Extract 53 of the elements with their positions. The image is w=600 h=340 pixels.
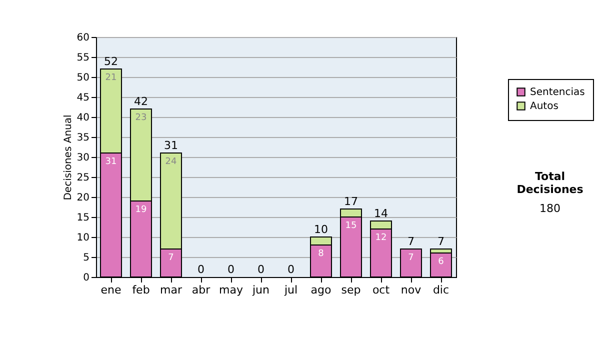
total-label: 31 xyxy=(164,139,178,152)
y-tick-label: 10 xyxy=(76,232,90,244)
data-label: 7 xyxy=(168,253,174,263)
y-tick-label: 60 xyxy=(76,32,90,44)
y-tick-label: 15 xyxy=(76,212,90,224)
total-label: 14 xyxy=(374,207,388,220)
x-tick-label: dic xyxy=(432,284,450,296)
total-label: 42 xyxy=(134,95,148,108)
y-tick-label: 45 xyxy=(76,92,90,104)
y-tick-label: 50 xyxy=(76,72,90,84)
x-tick-label: nov xyxy=(400,284,422,296)
data-label: 8 xyxy=(318,249,324,259)
y-tick-label: 30 xyxy=(76,152,90,164)
x-tick-label: jul xyxy=(283,284,298,296)
legend-label: Sentencias xyxy=(530,87,585,98)
text: Total Decisiones xyxy=(516,170,584,196)
data-label: 21 xyxy=(105,73,117,83)
y-tick-label: 35 xyxy=(76,132,90,144)
x-tick-label: may xyxy=(219,284,244,296)
data-label: 7 xyxy=(408,253,414,263)
legend-label: Autos xyxy=(530,101,558,112)
x-tick-label: mar xyxy=(160,284,182,296)
x-tick-label: sep xyxy=(341,284,361,296)
y-tick-label: 40 xyxy=(76,112,90,124)
x-tick-label: ene xyxy=(100,284,122,296)
y-tick-label: 25 xyxy=(76,172,90,184)
data-label: 6 xyxy=(438,257,444,267)
x-tick-label: ago xyxy=(310,284,332,296)
x-tick-label: abr xyxy=(192,284,211,296)
y-tick-label: 20 xyxy=(76,192,90,204)
data-label: 23 xyxy=(135,113,147,123)
total-label: 0 xyxy=(228,263,234,276)
y-tick-label: 55 xyxy=(76,52,90,64)
total-label: 0 xyxy=(288,263,294,276)
y-axis-title: Decisiones Anual xyxy=(62,114,74,200)
x-tick-label: oct xyxy=(372,284,390,296)
y-tick-label: 5 xyxy=(83,252,90,264)
text: 180 xyxy=(538,202,562,215)
x-tick-label: feb xyxy=(132,284,150,296)
data-label: 12 xyxy=(375,233,387,243)
data-label: 31 xyxy=(105,157,117,167)
total-label: 17 xyxy=(344,195,358,208)
data-label: 15 xyxy=(345,221,357,231)
total-label: 7 xyxy=(438,235,444,248)
data-label: 19 xyxy=(135,205,147,215)
total-label: 0 xyxy=(258,263,264,276)
x-tick-label: jun xyxy=(252,284,270,296)
y-tick-label: 0 xyxy=(83,272,90,284)
total-label: 0 xyxy=(198,263,204,276)
total-label: 52 xyxy=(104,55,118,68)
total-label: 7 xyxy=(408,235,414,248)
data-label: 24 xyxy=(165,157,177,167)
total-label: 10 xyxy=(314,223,328,236)
